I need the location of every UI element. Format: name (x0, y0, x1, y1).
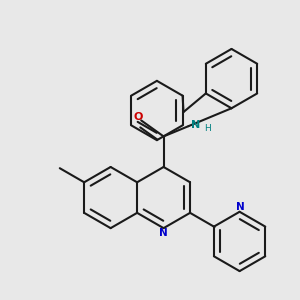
Text: N: N (159, 228, 168, 238)
Text: N: N (236, 202, 245, 212)
Text: N: N (191, 120, 200, 130)
Text: H: H (204, 124, 211, 134)
Text: O: O (133, 112, 142, 122)
